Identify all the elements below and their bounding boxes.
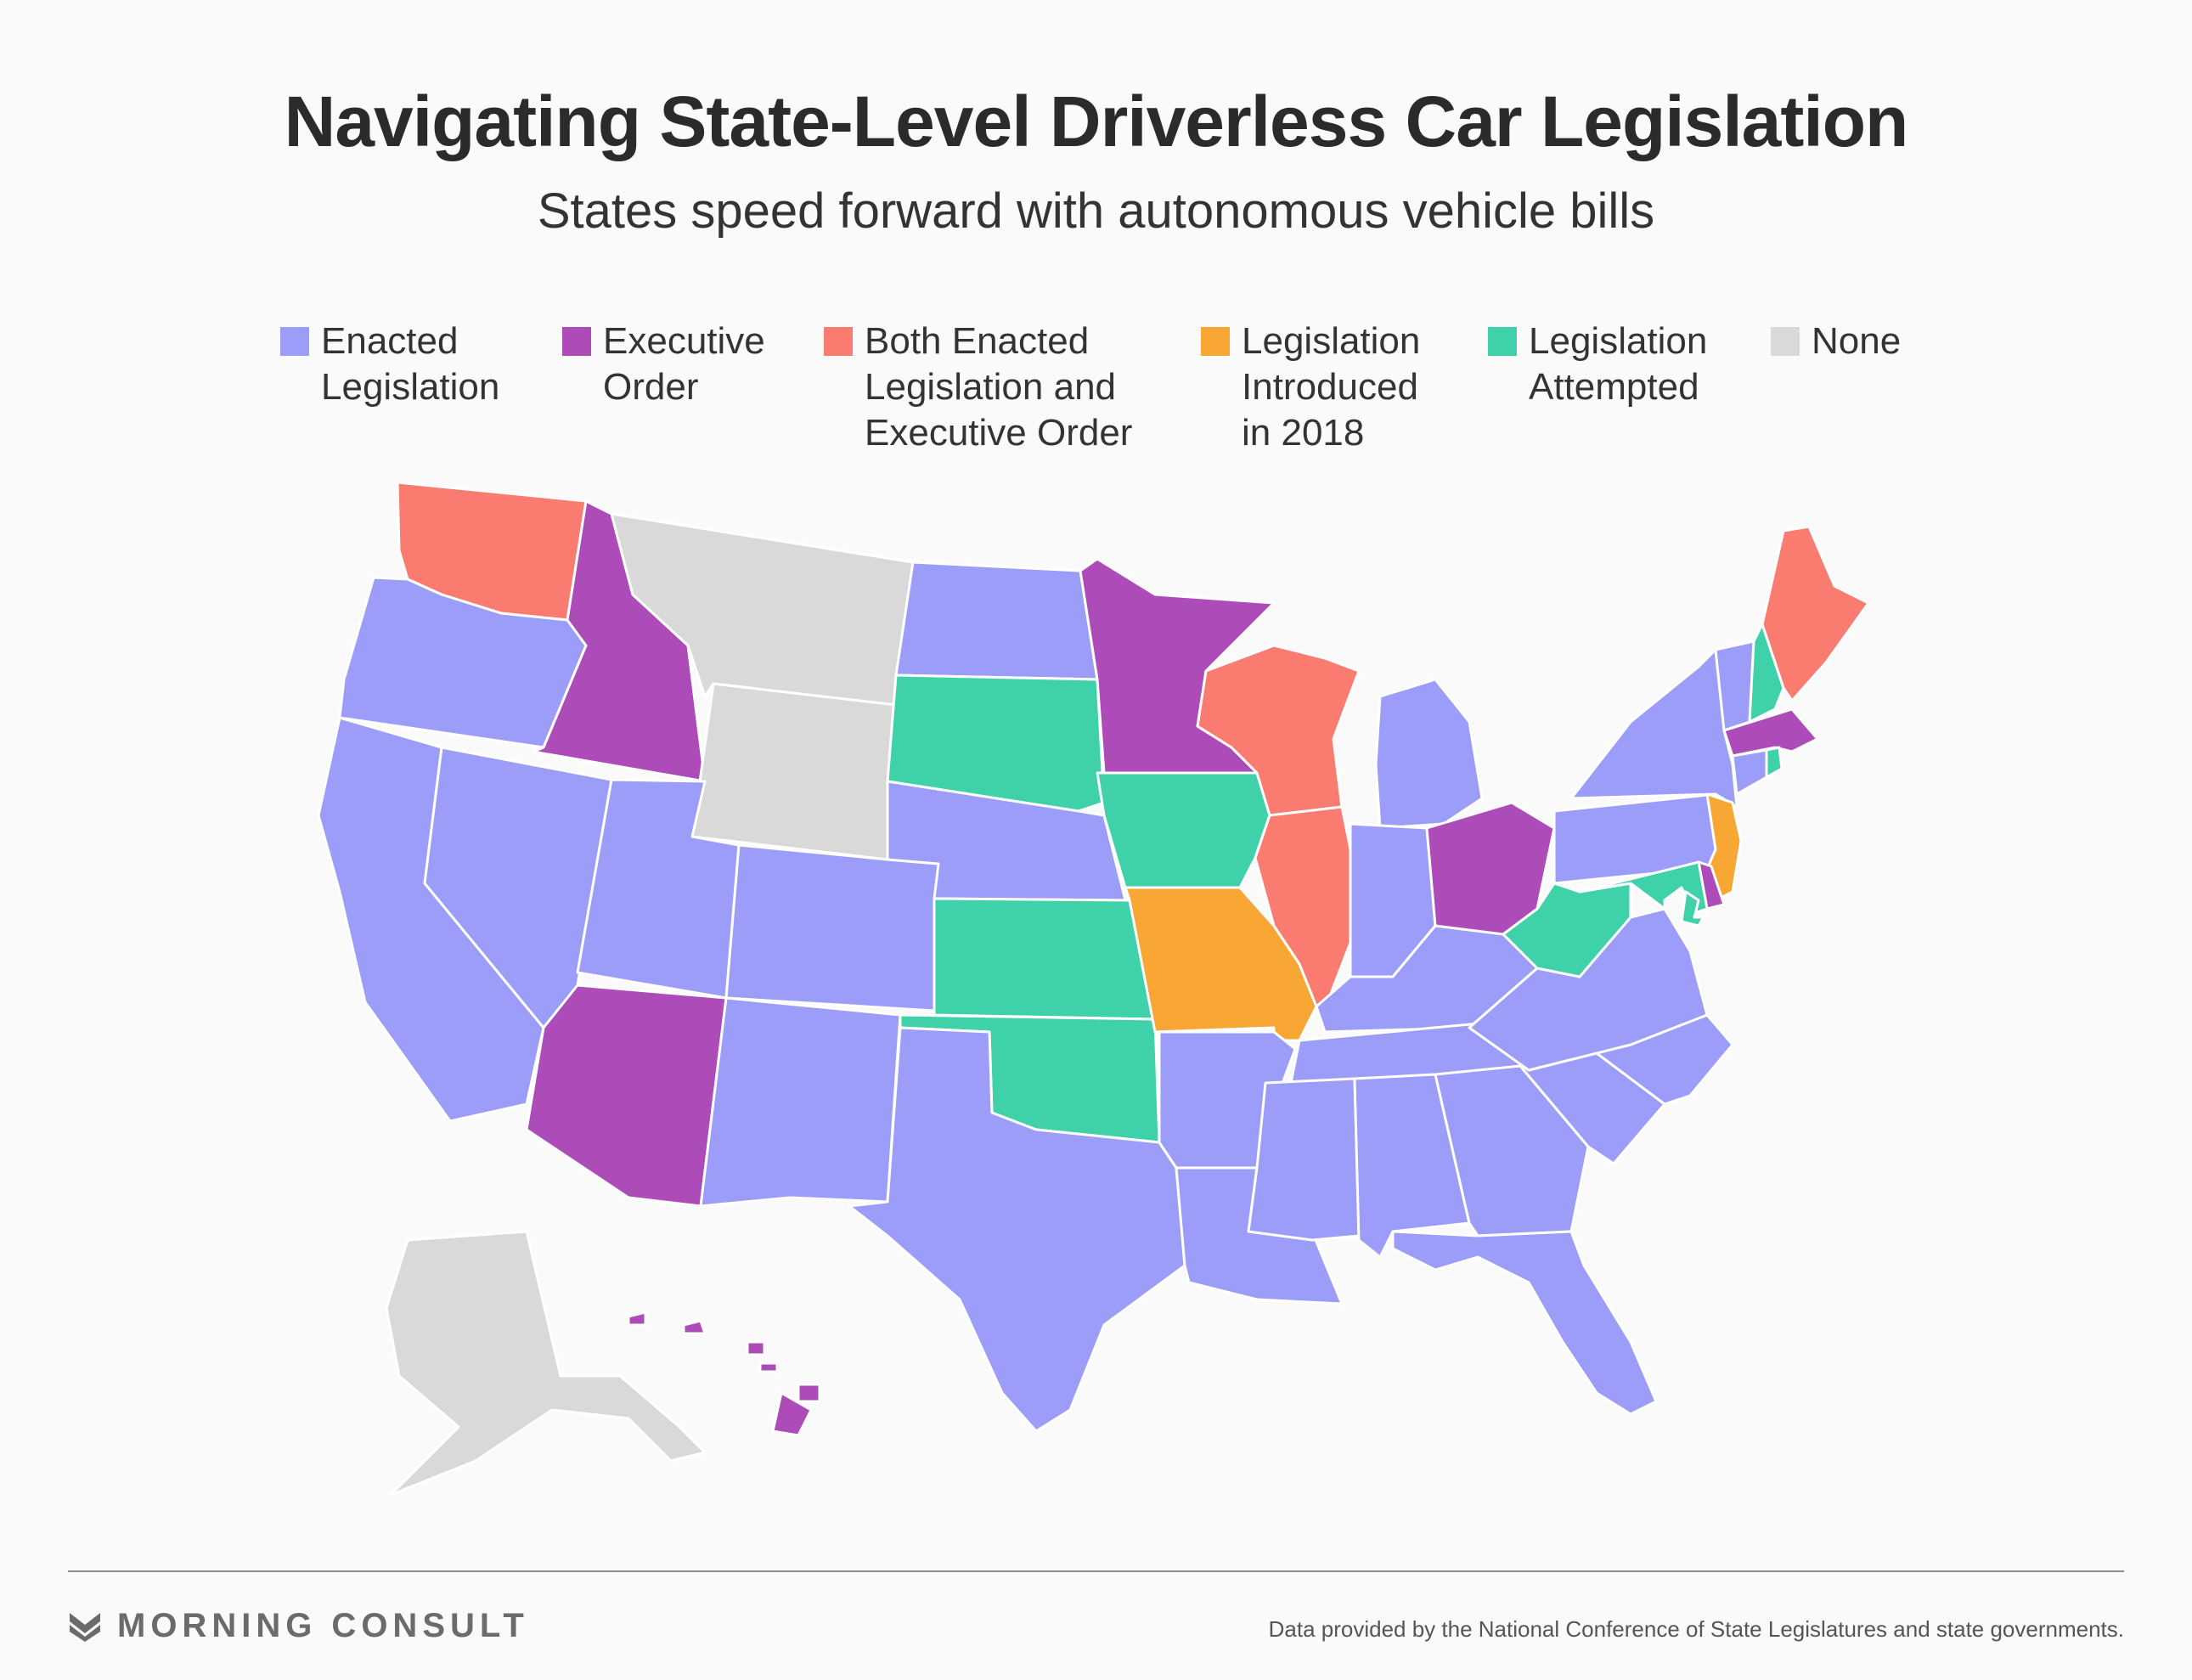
- morning-consult-logo-icon: [70, 1612, 100, 1642]
- state-ct: [1731, 748, 1768, 796]
- state-co: [724, 843, 940, 1012]
- chart-title: Navigating State-Level Driverless Car Le…: [284, 82, 1909, 161]
- state-ny: [1569, 648, 1738, 809]
- state-az: [525, 984, 728, 1208]
- legend-label-attempted: Legislation Attempted: [1529, 320, 1708, 408]
- legend-item-enacted: Enacted Legislation: [280, 319, 499, 410]
- legend-swatch-enacted: [280, 327, 309, 356]
- state-nm: [699, 996, 902, 1208]
- legend-item-attempted: Legislation Attempted: [1488, 319, 1707, 410]
- legend-swatch-none: [1771, 327, 1800, 356]
- state-fl: [1391, 1230, 1658, 1416]
- legend-swatch-introduced: [1201, 327, 1230, 356]
- legend-label-both: Both Enacted Legislation and Executive O…: [865, 320, 1133, 454]
- source-note: Data provided by the National Conference…: [1268, 1616, 2124, 1642]
- legend-swatch-executive: [562, 327, 591, 356]
- state-hi: [627, 1311, 821, 1437]
- state-tx: [848, 1026, 1186, 1433]
- brand: MORNING CONSULT: [68, 1607, 529, 1645]
- state-nh: [1748, 623, 1785, 724]
- brand-name: MORNING CONSULT: [117, 1607, 529, 1644]
- state-ak: [385, 1230, 707, 1497]
- footer-divider: [68, 1570, 2124, 1572]
- state-mi: [1374, 678, 1484, 830]
- state-ia: [1096, 771, 1271, 889]
- legend-item-none: None: [1771, 319, 1901, 364]
- state-ri: [1765, 746, 1783, 779]
- state-ms: [1247, 1077, 1361, 1242]
- state-sd: [886, 674, 1106, 813]
- legend-item-introduced: Legislation Introduced in 2018: [1201, 319, 1420, 456]
- legend-label-enacted: Enacted Legislation: [321, 320, 500, 408]
- legend-item-both: Both Enacted Legislation and Executive O…: [824, 319, 1132, 456]
- state-ks: [933, 897, 1157, 1021]
- state-dc: [1680, 890, 1709, 927]
- legend-swatch-both: [824, 327, 853, 356]
- legend: Enacted Legislation Executive Order Both…: [0, 319, 2192, 471]
- legend-label-introduced: Legislation Introduced in 2018: [1242, 320, 1421, 454]
- state-wy: [690, 682, 898, 861]
- legend-swatch-attempted: [1488, 327, 1517, 356]
- state-md: [1578, 860, 1709, 915]
- state-nd: [894, 561, 1099, 681]
- legend-label-executive: Executive Order: [603, 320, 765, 408]
- legend-item-executive: Executive Order: [562, 319, 765, 410]
- chart-subtitle: States speed forward with autonomous veh…: [537, 183, 1655, 239]
- legend-label-none: None: [1812, 320, 1902, 362]
- state-me: [1761, 525, 1870, 702]
